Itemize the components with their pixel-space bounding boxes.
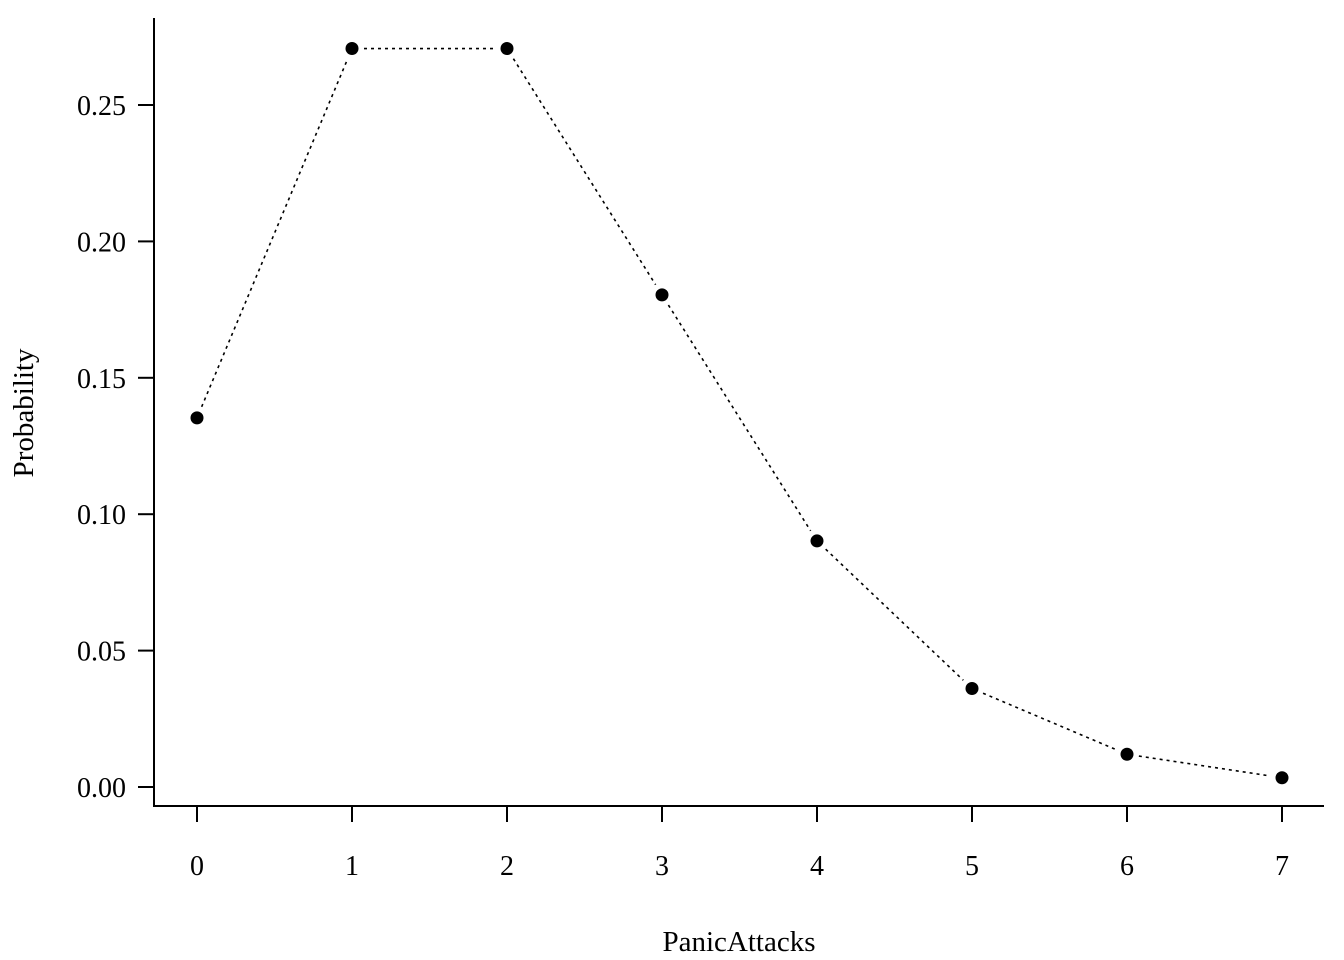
- x-tick-label: 5: [965, 851, 979, 882]
- data-point: [500, 42, 514, 56]
- y-axis-title: Probability: [8, 348, 40, 477]
- series-line-segment: [512, 58, 657, 286]
- y-tick-label: 0.25: [77, 91, 126, 122]
- y-axis-ticks: 0.00 0.05 0.10 0.15 0.20 0.25: [77, 91, 154, 804]
- series-line-segment: [667, 304, 812, 532]
- data-point: [1120, 747, 1134, 761]
- series-line-segment: [825, 548, 964, 681]
- series-line-segment: [982, 692, 1117, 751]
- data-point: [965, 682, 979, 696]
- y-tick-label: 0.20: [77, 227, 126, 258]
- x-tick-label: 7: [1275, 851, 1289, 882]
- x-tick-label: 6: [1120, 851, 1134, 882]
- data-point: [655, 288, 669, 302]
- y-tick-label: 0.15: [77, 364, 126, 395]
- x-axis-title: PanicAttacks: [662, 926, 815, 958]
- x-tick-label: 4: [810, 851, 824, 882]
- data-point: [1275, 771, 1289, 785]
- x-tick-label: 1: [345, 851, 359, 882]
- data-point: [810, 534, 824, 548]
- x-tick-label: 2: [500, 851, 514, 882]
- data-point: [190, 411, 204, 425]
- data-point: [345, 42, 359, 56]
- y-tick-label: 0.10: [77, 500, 126, 531]
- series-line: [200, 47, 1271, 777]
- series-points: [190, 42, 1289, 785]
- y-tick-label: 0.00: [77, 773, 126, 804]
- series-line-segment: [200, 59, 349, 408]
- y-tick-label: 0.05: [77, 637, 126, 668]
- x-tick-label: 0: [190, 851, 204, 882]
- x-axis-ticks: 0 1 2 3 4 5 6 7: [190, 806, 1289, 882]
- x-tick-label: 3: [655, 851, 669, 882]
- series-line-segment: [1138, 755, 1271, 777]
